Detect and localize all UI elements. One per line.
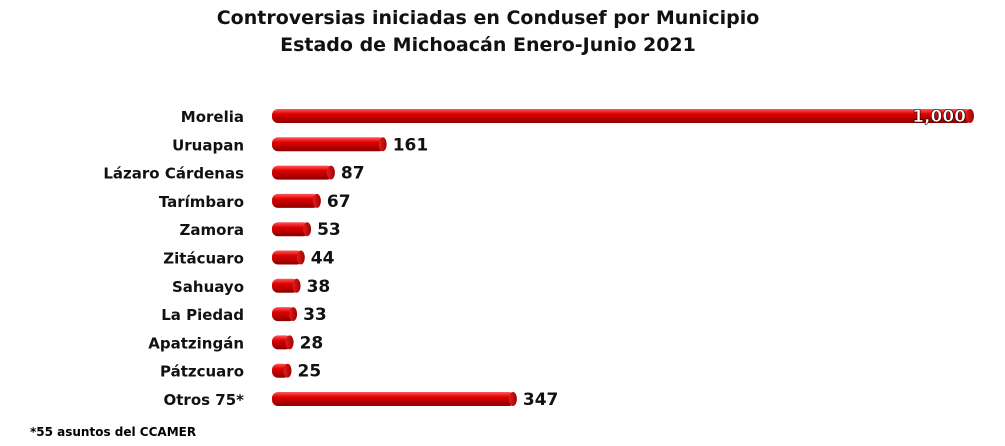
bar-end-cap	[303, 222, 312, 237]
category-label: Tarímbaro	[159, 193, 244, 211]
value-label: 38	[307, 277, 331, 297]
bar	[272, 250, 303, 265]
category-label: Sahuayo	[172, 278, 244, 296]
value-label: 25	[298, 362, 322, 382]
bars	[272, 109, 974, 406]
bar-end-cap	[312, 193, 321, 208]
category-label: La Piedad	[161, 306, 244, 324]
category-label: Pátzcuaro	[160, 363, 244, 381]
bar-end-cap	[289, 307, 298, 322]
category-labels: Morelia Uruapan Lázaro Cárdenas Tarímbaro Za…	[103, 108, 244, 409]
chart-title: Controversias iniciadas en Condusef por …	[216, 7, 760, 29]
value-label: 87	[341, 164, 365, 184]
bar-end-cap	[283, 363, 292, 378]
bar	[272, 109, 972, 123]
category-label: Zitácuaro	[163, 250, 244, 268]
category-label: Otros 75*	[164, 391, 245, 409]
bar	[272, 193, 319, 208]
bar	[272, 307, 296, 322]
value-label: 53	[317, 220, 341, 240]
bar	[272, 137, 385, 152]
bar	[272, 222, 310, 237]
category-label: Lázaro Cárdenas	[103, 165, 244, 183]
category-label: Uruapan	[172, 136, 244, 154]
bar	[272, 165, 333, 180]
footnote: *55 asuntos del CCAMER	[30, 425, 197, 439]
category-label: Morelia	[181, 108, 244, 126]
bar-end-cap	[378, 137, 387, 152]
bar	[272, 392, 515, 406]
bar-end-cap	[326, 165, 335, 180]
bar-end-cap	[508, 392, 517, 406]
value-label: 161	[393, 135, 429, 155]
value-label: 44	[311, 249, 335, 269]
value-label: 67	[327, 192, 351, 212]
value-label: 347	[523, 390, 559, 410]
category-label: Apatzingán	[148, 334, 244, 352]
value-label: 33	[303, 305, 327, 325]
chart-subtitle: Estado de Michoacán Enero-Junio 2021	[280, 34, 696, 56]
value-label: 28	[300, 333, 324, 353]
bar-end-cap	[292, 278, 301, 293]
value-labels: 1,000 161 87 67 53 44 38 33 28 25 347	[298, 107, 967, 410]
category-label: Zamora	[180, 221, 244, 239]
bar-end-cap	[296, 250, 305, 265]
value-label: 1,000	[912, 107, 966, 127]
bar-end-cap	[966, 109, 974, 123]
bar	[272, 278, 299, 293]
bar-end-cap	[285, 335, 294, 350]
